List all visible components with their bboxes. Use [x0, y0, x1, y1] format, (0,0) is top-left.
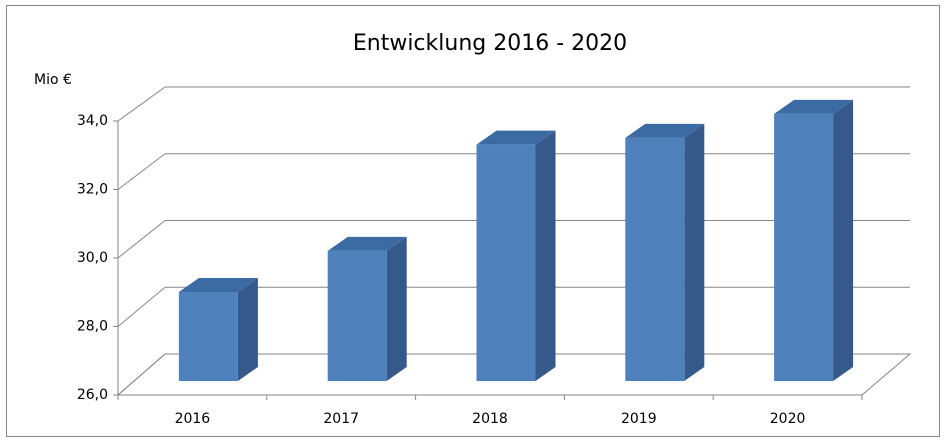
x-tick-label: 2019: [621, 411, 657, 427]
y-axis-label: Mio €: [34, 72, 72, 88]
bar: [476, 144, 536, 381]
bar-top: [476, 130, 556, 145]
bar: [774, 113, 834, 381]
bar: [178, 291, 238, 381]
bar: [327, 250, 387, 381]
bar-top: [327, 236, 407, 251]
bar-side: [237, 277, 258, 381]
bar-top: [774, 99, 854, 114]
grid-line-side: [117, 220, 166, 259]
y-tick-label: 34,0: [77, 113, 108, 129]
bar-side: [535, 130, 556, 381]
bar-top: [625, 123, 705, 138]
grid-line-side: [117, 86, 166, 122]
bar-side: [386, 236, 407, 381]
x-tick-label: 2017: [323, 411, 359, 427]
y-tick-label: 30,0: [77, 250, 108, 266]
y-tick-label: 32,0: [77, 182, 108, 198]
bar-side: [684, 123, 705, 381]
x-tick-label: 2018: [472, 411, 508, 427]
y-tick-label: 26,0: [77, 387, 108, 403]
grid-line-side: [117, 353, 166, 396]
bar: [625, 137, 685, 381]
x-tick-label: 2016: [175, 411, 211, 427]
grid-line-side: [117, 153, 166, 190]
x-tick-label: 2020: [770, 411, 806, 427]
grid-line-side: [117, 286, 166, 327]
bar-side: [833, 99, 854, 381]
chart-title: Entwicklung 2016 - 2020: [353, 31, 627, 56]
y-tick-label: 28,0: [77, 319, 108, 335]
bar-top: [178, 277, 258, 292]
